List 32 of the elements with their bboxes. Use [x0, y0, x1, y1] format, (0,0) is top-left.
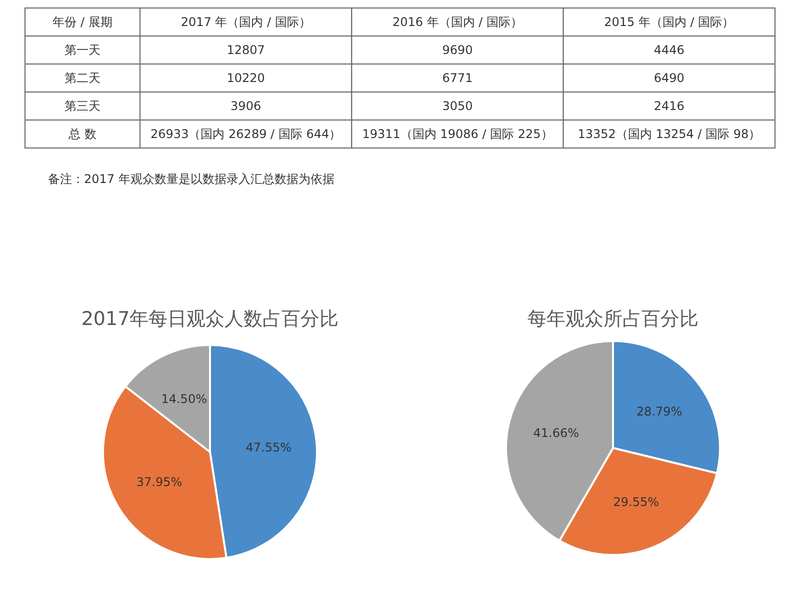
x-tick-label: 2017 年（国内 / 国际） — [180, 15, 311, 29]
annotation: （国内 13254 / 国际 98） — [616, 127, 761, 141]
y-tick-label: 第一天 — [64, 43, 100, 57]
data-label: 37.95% — [136, 474, 182, 489]
data-label: 14.50% — [161, 392, 207, 406]
data-label: 47.55% — [246, 440, 292, 454]
data-label: 10220 — [226, 71, 265, 85]
x-tick-label: 2015 年（国内 / 国际） — [604, 15, 734, 29]
data-label: 9690 — [442, 43, 473, 57]
text: 备注：2017 年观众数量是以数据录入汇总数据为依据 — [48, 172, 334, 186]
data-label: 26933 — [150, 127, 189, 141]
data-label: 19311 — [362, 127, 400, 141]
data-label: 4446 — [654, 43, 684, 57]
data-label: 6771 — [442, 71, 473, 85]
data-label: 2416 — [654, 99, 684, 113]
data-label: 6490 — [654, 71, 684, 85]
data-label: 41.66% — [533, 426, 580, 440]
annotation: （国内 19086 / 国际 225） — [400, 127, 553, 141]
y-tick-label: 总 数 — [68, 127, 96, 141]
y-axis-title: 年份 / 展期 — [52, 15, 112, 29]
data-label: 13352 — [578, 127, 616, 141]
data-label: 12807 — [226, 43, 265, 57]
data-label: 29.55% — [613, 495, 660, 510]
y-tick-label: 第二天 — [64, 71, 100, 85]
data-label: 28.79% — [636, 404, 682, 419]
data-label: 3906 — [230, 99, 262, 113]
chart-title: 2017年每日观众人数占百分比 — [81, 308, 339, 330]
annotation: （国内 26289 / 国际 644） — [188, 127, 342, 141]
y-tick-label: 第三天 — [64, 99, 100, 113]
x-tick-label: 2016 年（国内 / 国际） — [392, 15, 523, 29]
chart-title: 每年观众所占百分比 — [528, 308, 698, 330]
data-label: 3050 — [442, 99, 473, 113]
